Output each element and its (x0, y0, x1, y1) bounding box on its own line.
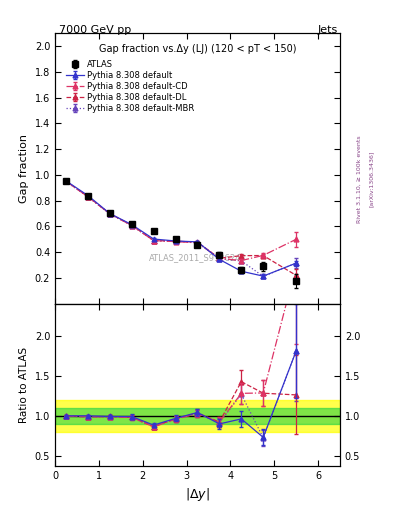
Y-axis label: Gap fraction: Gap fraction (19, 134, 29, 203)
Legend: ATLAS, Pythia 8.308 default, Pythia 8.308 default-CD, Pythia 8.308 default-DL, P: ATLAS, Pythia 8.308 default, Pythia 8.30… (65, 59, 195, 114)
Text: 7000 GeV pp: 7000 GeV pp (59, 25, 131, 35)
Text: Gap fraction vs.Δy (LJ) (120 < pT < 150): Gap fraction vs.Δy (LJ) (120 < pT < 150) (99, 44, 296, 54)
X-axis label: $|\Delta y|$: $|\Delta y|$ (185, 486, 210, 503)
Text: ATLAS_2011_S9126244: ATLAS_2011_S9126244 (149, 253, 246, 262)
Text: Rivet 3.1.10, ≥ 100k events: Rivet 3.1.10, ≥ 100k events (357, 135, 362, 223)
Text: [arXiv:1306.3436]: [arXiv:1306.3436] (369, 151, 374, 207)
Text: Jets: Jets (318, 25, 338, 35)
Y-axis label: Ratio to ATLAS: Ratio to ATLAS (19, 347, 29, 423)
